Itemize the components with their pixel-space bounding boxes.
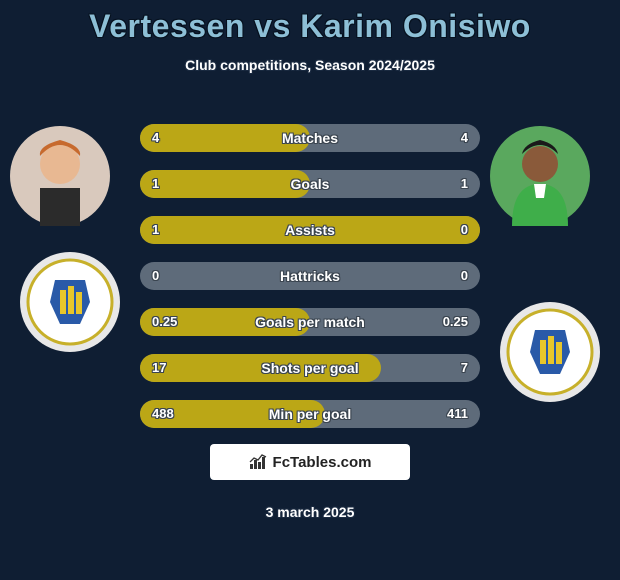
stat-label: Goals [140, 170, 480, 198]
stat-right-value: 7 [461, 354, 468, 382]
stat-row: Assists1 0 [140, 216, 480, 244]
stat-left-value: 17 [152, 354, 166, 382]
stat-left-value: 0.25 [152, 308, 177, 336]
stat-left-value: 4 [152, 124, 159, 152]
player1-avatar [10, 126, 110, 226]
stat-right-value: 0 [461, 262, 468, 290]
stat-row: Shots per goal17 7 [140, 354, 480, 382]
stat-right-value: 411 [447, 400, 468, 428]
comparison-canvas: Vertessen vs Karim Onisiwo Club competit… [0, 0, 620, 580]
subtitle: Club competitions, Season 2024/2025 [0, 57, 620, 73]
stat-left-value: 488 [152, 400, 174, 428]
stat-right-value: 0 [461, 216, 468, 244]
chart-icon [249, 454, 267, 470]
stat-right-value: 1 [461, 170, 468, 198]
stat-row: Hattricks0 0 [140, 262, 480, 290]
stat-right-value: 0.25 [443, 308, 468, 336]
stat-left-value: 1 [152, 170, 159, 198]
player2-avatar [490, 126, 590, 226]
stat-row: Matches4 4 [140, 124, 480, 152]
stat-row: Goals1 1 [140, 170, 480, 198]
stat-label: Shots per goal [140, 354, 480, 382]
date-text: 3 march 2025 [0, 504, 620, 520]
stat-label: Min per goal [140, 400, 480, 428]
stat-row: Goals per match0.25 0.25 [140, 308, 480, 336]
stat-label: Goals per match [140, 308, 480, 336]
stat-left-value: 1 [152, 216, 159, 244]
player2-club-badge [500, 302, 600, 402]
footer-text: FcTables.com [273, 454, 372, 471]
stat-label: Matches [140, 124, 480, 152]
stat-right-value: 4 [461, 124, 468, 152]
player1-club-badge [20, 252, 120, 352]
stat-label: Hattricks [140, 262, 480, 290]
stat-left-value: 0 [152, 262, 159, 290]
stat-label: Assists [140, 216, 480, 244]
page-title: Vertessen vs Karim Onisiwo [0, 0, 620, 45]
player1-avatar-placeholder [10, 126, 110, 226]
stat-row: Min per goal488 411 [140, 400, 480, 428]
stats-container: Matches44Goals11Assists10Hattricks00Goal… [140, 124, 480, 446]
player2-avatar-placeholder [490, 126, 590, 226]
footer-logo: FcTables.com [210, 444, 410, 480]
